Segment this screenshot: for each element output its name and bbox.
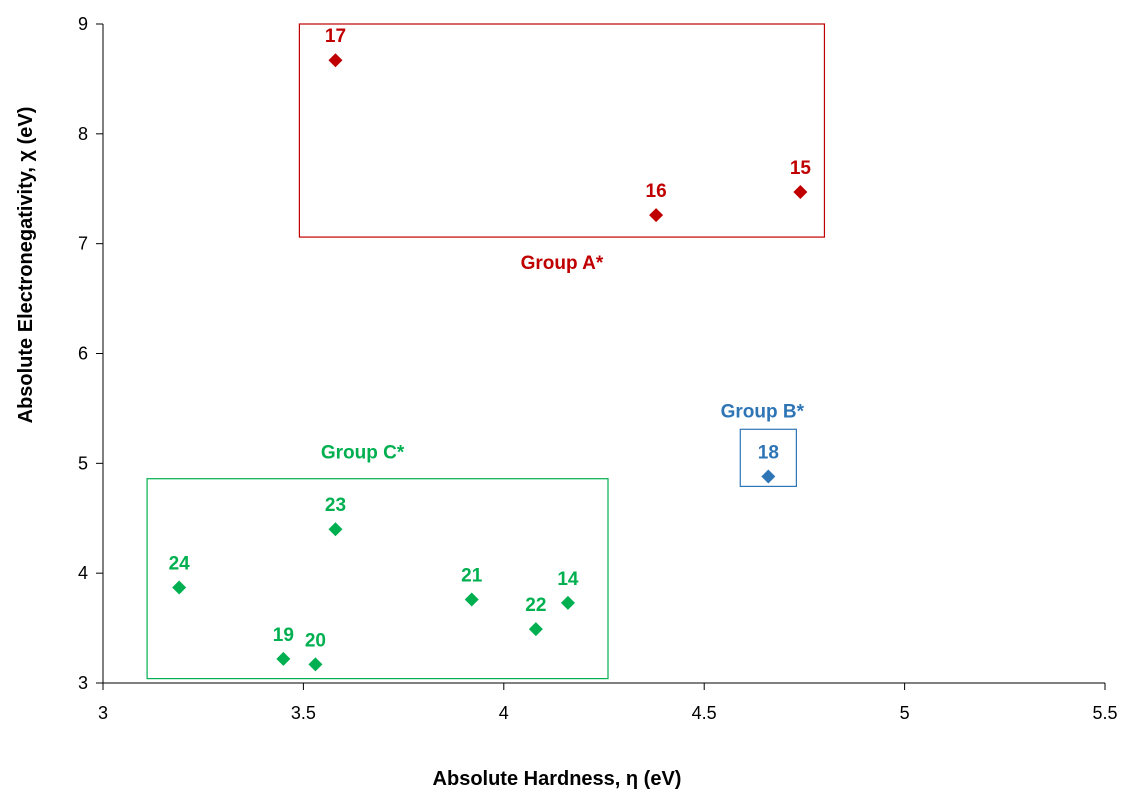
y-tick-label: 3	[78, 673, 88, 693]
group-box	[146, 478, 609, 680]
group-labels: Group A* Group B* Group C*	[321, 253, 805, 464]
data-point-marker	[328, 522, 343, 537]
data-point-marker	[328, 53, 343, 68]
data-point-label: 23	[325, 495, 346, 516]
data-point-label: 17	[325, 26, 346, 47]
group-box	[298, 23, 826, 238]
data-point-label: 20	[305, 630, 326, 651]
group-label: Group C*	[321, 443, 405, 464]
axes	[102, 24, 1105, 684]
data-point-label: 22	[525, 595, 546, 616]
group-box	[739, 428, 797, 487]
y-tick-label: 8	[78, 124, 88, 144]
data-point-marker	[761, 469, 776, 484]
data-point-marker	[172, 580, 187, 595]
data-point-marker	[276, 651, 291, 666]
y-tick-label: 4	[78, 563, 88, 583]
data-points: 17 16 15 18 24 23 19 20 21 22 14	[169, 26, 812, 672]
data-point-label: 21	[461, 566, 483, 587]
y-tick-label: 6	[78, 344, 88, 364]
data-point-marker	[793, 185, 808, 200]
data-point-marker	[649, 208, 664, 223]
data-point-label: 15	[790, 158, 812, 179]
x-tick-label: 4.5	[692, 703, 717, 723]
data-point-label: 14	[557, 569, 579, 590]
group-boxes	[146, 23, 826, 680]
x-tick-label: 4	[499, 703, 509, 723]
group-label: Group A*	[521, 253, 604, 274]
x-tick-label: 3.5	[291, 703, 316, 723]
data-point-label: 19	[273, 625, 294, 646]
x-tick-label: 3	[98, 703, 108, 723]
data-point-marker	[560, 595, 575, 610]
data-point-label: 16	[646, 181, 667, 202]
y-tick-label: 9	[78, 14, 88, 34]
data-point-label: 18	[758, 443, 779, 464]
data-point-marker	[308, 657, 323, 672]
y-axis-title: Absolute Electronegativity, χ (eV)	[15, 107, 37, 424]
y-tick-label: 5	[78, 453, 88, 473]
group-label: Group B*	[721, 401, 805, 422]
y-axis-ticks: 3 4 5 6 7 8 9	[78, 14, 103, 693]
x-tick-label: 5.5	[1092, 703, 1117, 723]
x-tick-label: 5	[900, 703, 910, 723]
y-tick-label: 7	[78, 234, 88, 254]
x-axis-title: Absolute Hardness, η (eV)	[433, 768, 682, 790]
x-axis-ticks: 3 3.5 4 4.5 5 5.5	[98, 683, 1118, 723]
data-point-label: 24	[169, 553, 191, 574]
data-point-marker	[528, 622, 543, 637]
data-point-marker	[464, 592, 479, 607]
